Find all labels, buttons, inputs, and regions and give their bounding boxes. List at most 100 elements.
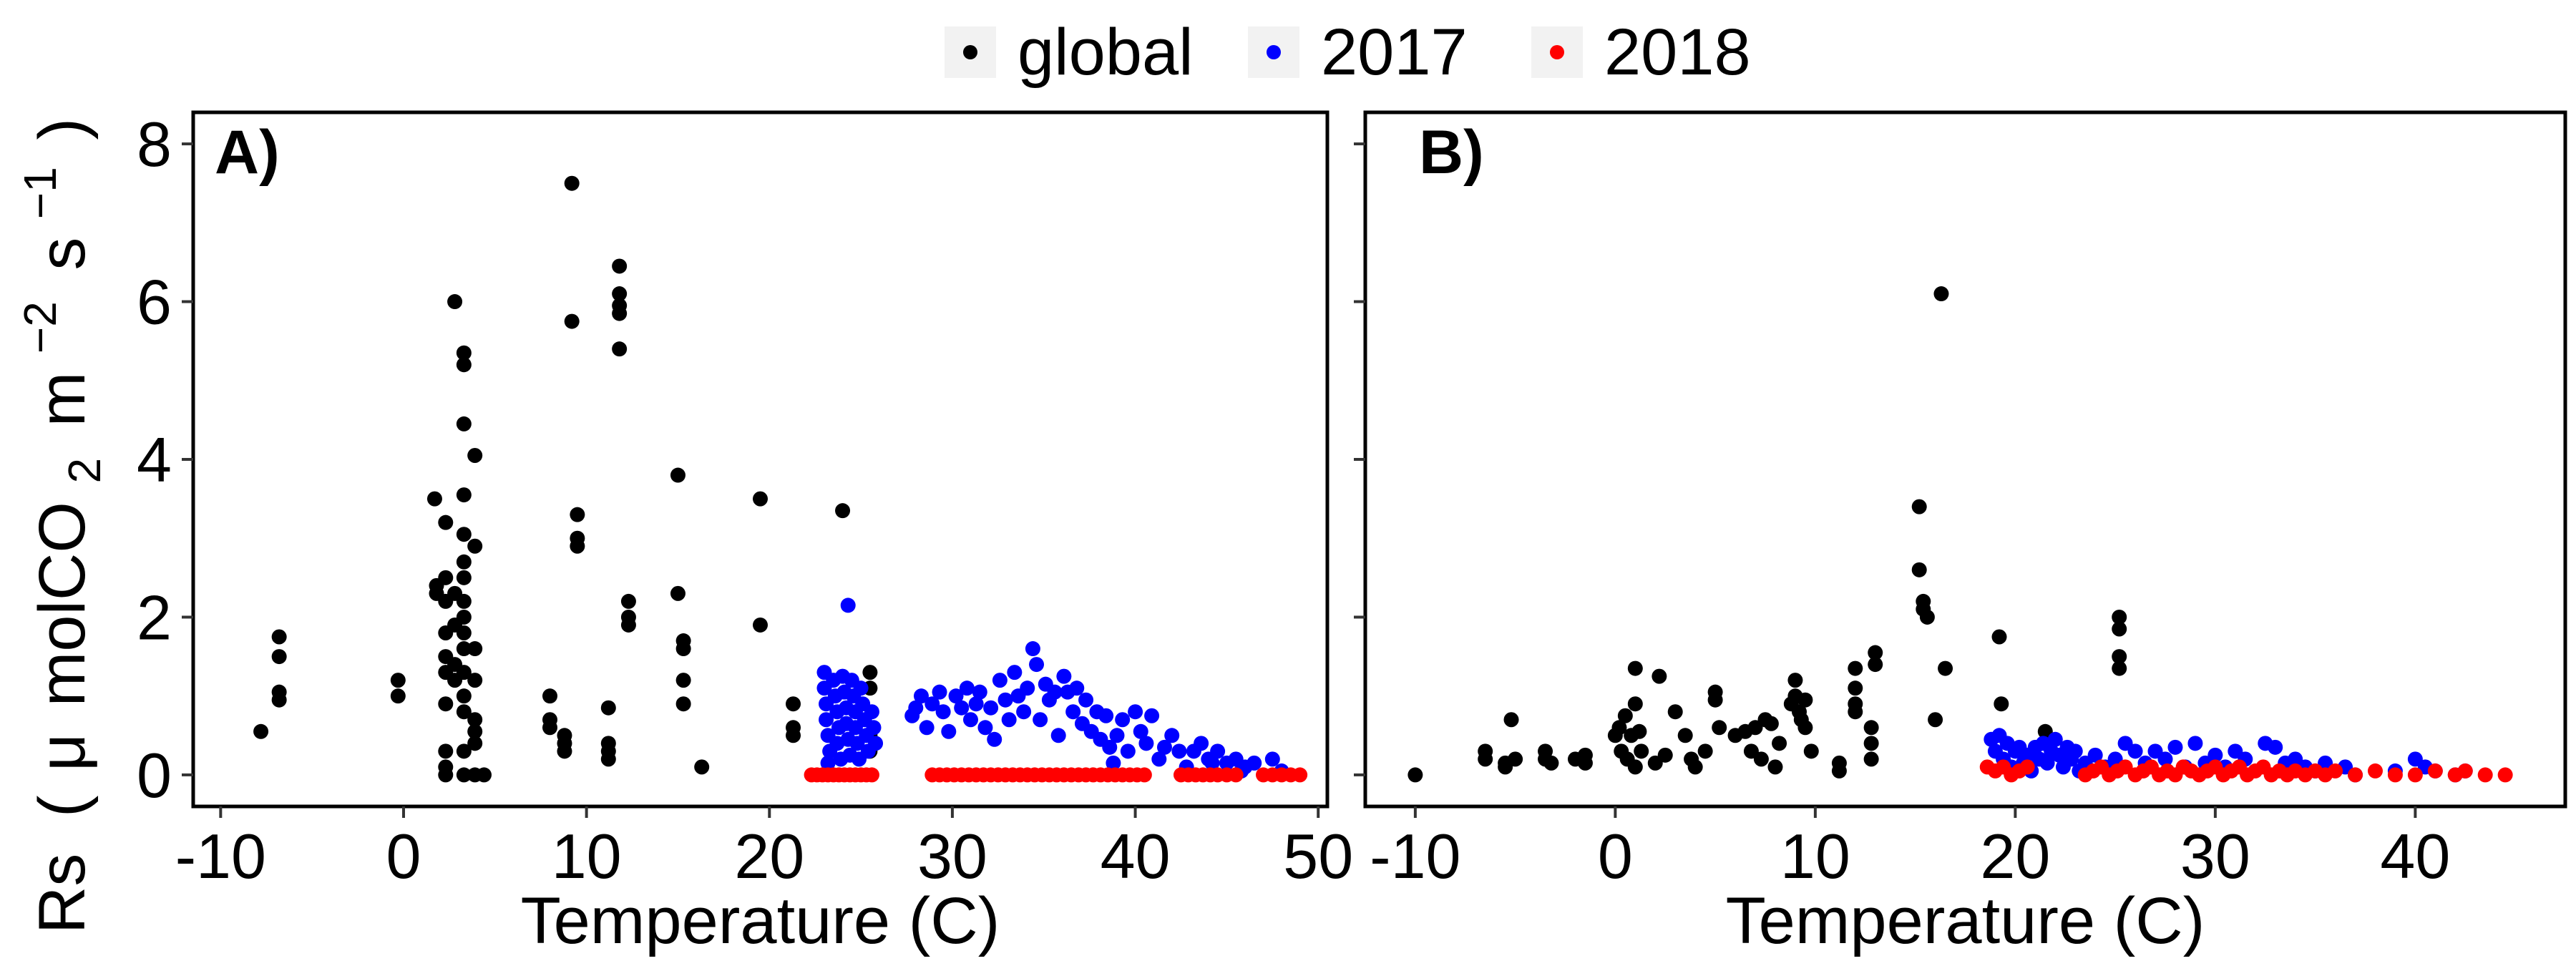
panel-b-point-global	[1797, 692, 1813, 708]
panel-a-point-global	[426, 491, 442, 507]
panel-b-point-2017	[2167, 739, 2183, 755]
panel-a-point-2017	[864, 704, 879, 720]
panel-a-point-2017	[853, 680, 869, 696]
panel-b-point-global	[1712, 720, 1727, 736]
panel-a-point-global	[271, 649, 287, 665]
panel-b-x-tick-label: 0	[1598, 821, 1633, 892]
y-axis-label-sup-s: −1	[14, 167, 66, 219]
panel-a-point-global	[675, 673, 691, 688]
panel-b-label: B)	[1419, 118, 1484, 187]
panel-b-point-2017	[2157, 751, 2173, 767]
panel-a-x-tick-label: 0	[386, 821, 421, 892]
panel-a-point-global	[456, 609, 472, 625]
panel-b-point-global	[1763, 716, 1779, 731]
panel-a-point-global	[670, 585, 686, 601]
panel-b-x-tick-label: -10	[1370, 821, 1460, 892]
panel-a-point-2017	[840, 597, 856, 613]
panel-a-point-global	[456, 767, 472, 783]
panel-b-point-2018	[2019, 759, 2035, 775]
panel-b-point-global	[1868, 657, 1883, 673]
panel-a-x-tick-label: 10	[552, 821, 622, 892]
panel-a-point-2017	[997, 692, 1013, 708]
panel-b-x-tick-label: 20	[1980, 821, 2050, 892]
panel-a-point-global	[438, 767, 454, 783]
panel-a-label: A)	[215, 118, 280, 187]
panel-a-point-2017	[1171, 743, 1187, 759]
panel-b-point-global	[1938, 660, 1953, 676]
panel-a-point-global	[600, 751, 616, 767]
panel-a-point-2017	[954, 700, 970, 716]
panel-a-point-2017	[1033, 712, 1048, 728]
panel-b-point-2017	[2207, 747, 2223, 763]
panel-a-point-global	[456, 688, 472, 704]
panel-b-point-global	[1994, 696, 2009, 712]
y-axis-label-m: m	[26, 372, 99, 427]
panel-b-point-2018	[2367, 763, 2383, 779]
panel-a-point-global	[862, 665, 878, 680]
panel-a-point-2017	[935, 704, 951, 720]
panel-a-point-global	[456, 554, 472, 570]
y-axis-label: Rs ( μ molCO 2 m −2 s −1 )	[0, 118, 114, 934]
panel-b-point-global	[2112, 660, 2127, 676]
panel-a-point-2017	[1029, 657, 1045, 673]
legend-item-2017: 2017	[1248, 19, 1468, 85]
panel-a-point-global	[564, 175, 580, 191]
panel-b-x-tick-label: 40	[2380, 821, 2450, 892]
panel-a-point-global	[620, 593, 636, 609]
panel-b-point-global	[2112, 609, 2127, 625]
panel-a-x-tick-label: -10	[175, 821, 266, 892]
panel-b-point-global	[1652, 668, 1667, 684]
panel-b-point-global	[1478, 751, 1493, 767]
panel-a-point-2018	[1228, 767, 1244, 783]
panel-b-point-global	[1797, 720, 1813, 736]
y-axis-label-sup-m: −2	[14, 301, 66, 353]
panel-a-point-2017	[948, 688, 964, 704]
panel-b-x-tick-label: 10	[1780, 821, 1850, 892]
panel-b-point-global	[1627, 696, 1643, 712]
panel-b-point-global	[1627, 660, 1643, 676]
panel-a-point-2017	[983, 700, 999, 716]
panel-a-point-2017	[1156, 739, 1172, 755]
panel-a-point-global	[600, 700, 616, 716]
panel-a-point-2017	[1025, 641, 1040, 657]
panel-a-point-2017	[924, 696, 940, 712]
panel-a-point-global	[438, 570, 454, 585]
panel-b-point-global	[1617, 708, 1633, 723]
panel-b-point-2018	[2387, 767, 2403, 783]
panel-a-point-2017	[1194, 736, 1209, 751]
y-axis-label-mol: molCO	[26, 502, 99, 706]
panel-a-point-2017	[968, 696, 984, 712]
panel-a-point-2017	[1069, 680, 1085, 696]
panel-b-point-global	[1707, 684, 1723, 700]
panel-a-point-2017	[1128, 704, 1143, 720]
legend-item-global: global	[945, 19, 1194, 85]
panel-a-y-tick-label: 2	[137, 582, 172, 653]
panel-a-point-2017	[1007, 665, 1023, 680]
panel-b-point-2017	[2039, 755, 2055, 771]
panel-b-point-global	[1577, 755, 1593, 771]
panel-a-x-tick-label: 30	[917, 821, 987, 892]
panel-b-point-global	[1928, 712, 1943, 728]
panel-a-point-global	[467, 736, 483, 751]
panel-b-point-global	[1911, 499, 1927, 514]
panel-a-point-2018	[1292, 767, 1308, 783]
panel-b-point-global	[1503, 712, 1519, 728]
panel-a-point-global	[456, 641, 472, 657]
panel-a-x-tick-label: 50	[1283, 821, 1353, 892]
panel-a-point-global	[753, 491, 768, 507]
panel-b-point-global	[1831, 755, 1847, 771]
y-axis-label-s: s	[26, 238, 99, 270]
panel-b-point-global	[1803, 743, 1819, 759]
panel-a-point-global	[467, 712, 483, 728]
panel-a-point-2017	[1047, 684, 1063, 700]
panel-a-point-2017	[1204, 755, 1220, 771]
panel-b-point-global	[1508, 751, 1523, 767]
panel-b-point-global	[1634, 743, 1649, 759]
panel-a-point-global	[675, 641, 691, 657]
panel-b-point-2017	[2187, 736, 2203, 751]
panel-a-point-2017	[1098, 708, 1114, 723]
panel-b-point-global	[1868, 645, 1883, 660]
panel-a-point-global	[570, 507, 585, 522]
panel-a-point-2017	[1115, 712, 1131, 728]
panel-a-series-2018	[804, 767, 1308, 783]
